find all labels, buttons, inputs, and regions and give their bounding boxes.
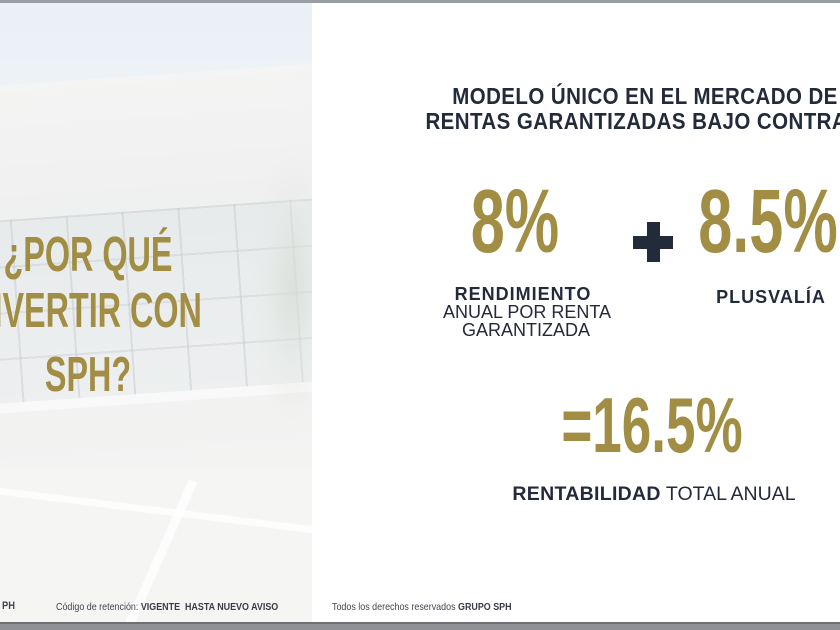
footer-retention-value: VIGENTE HASTA NUEVO AVISO bbox=[140, 601, 279, 613]
yield-label-line3: GARANTIZADA bbox=[461, 320, 591, 340]
total-label: RENTABILIDAD TOTAL ANUAL bbox=[512, 483, 795, 506]
slide-title-line-2: INVERTIR CON bbox=[0, 284, 202, 338]
top-divider-bar bbox=[0, 0, 840, 3]
tree bbox=[252, 153, 312, 423]
plus-icon-bar bbox=[646, 222, 660, 262]
appreciation-percentage: 8.5% bbox=[698, 172, 838, 272]
building-photo: ¿POR QUÉ INVERTIR CON SPH? bbox=[0, 3, 312, 622]
photo-fade-overlay bbox=[0, 3, 312, 622]
section-heading-line-1: MODELO ÚNICO EN EL MERCADO DE bbox=[452, 83, 838, 109]
footer-rights: Todos los derechos reservados GRUPO SPH bbox=[332, 601, 512, 613]
total-label-bold: RENTABILIDAD bbox=[512, 483, 661, 505]
footer-rights-brand: GRUPO SPH bbox=[458, 601, 512, 613]
plus-icon bbox=[633, 222, 673, 262]
appreciation-label: PLUSVALÍA bbox=[716, 287, 826, 307]
total-label-regular: TOTAL ANUAL bbox=[660, 483, 796, 505]
yield-percentage: 8% bbox=[470, 172, 560, 272]
section-heading-line-2: RENTAS GARANTIZADAS BAJO CONTRATO bbox=[425, 108, 840, 134]
total-percentage: =16.5% bbox=[561, 381, 743, 469]
yield-label-bold: RENDIMIENTO bbox=[454, 284, 592, 304]
bottom-divider-bar bbox=[0, 622, 840, 630]
slide-title-line-1: ¿POR QUÉ bbox=[3, 228, 173, 282]
footer-retention-label: Código de retención: bbox=[56, 601, 141, 613]
footer-retention: Código de retención: VIGENTE HASTA NUEVO… bbox=[56, 601, 278, 613]
yield-label-line2: ANUAL POR RENTA bbox=[442, 302, 612, 322]
footer-rights-label: Todos los derechos reservados bbox=[332, 601, 459, 613]
footer-brand: PH bbox=[2, 600, 15, 612]
slide-title-line-3: SPH? bbox=[44, 348, 132, 402]
